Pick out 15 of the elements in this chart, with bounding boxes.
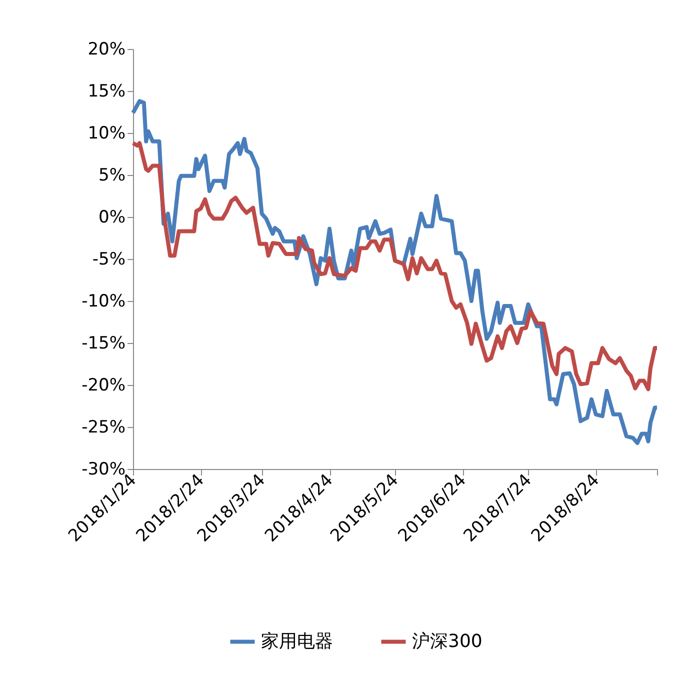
y-tick-label: -15% bbox=[82, 334, 126, 354]
line-series bbox=[131, 141, 659, 392]
line-series bbox=[131, 99, 659, 445]
y-tick-label: 15% bbox=[88, 82, 126, 102]
y-tick-label: -30% bbox=[82, 460, 126, 480]
y-tick-label: -25% bbox=[82, 418, 126, 438]
y-tick-label: -5% bbox=[92, 250, 126, 270]
y-tick-label: -10% bbox=[82, 292, 126, 312]
legend-label: 家用电器 bbox=[261, 630, 333, 652]
legend-label: 沪深300 bbox=[412, 630, 482, 652]
y-tick-label: 20% bbox=[88, 40, 126, 60]
y-tick-label: -20% bbox=[82, 376, 126, 396]
y-tick-label: 10% bbox=[88, 124, 126, 144]
y-tick-label: 0% bbox=[98, 208, 126, 228]
y-tick-label: 5% bbox=[98, 166, 126, 186]
